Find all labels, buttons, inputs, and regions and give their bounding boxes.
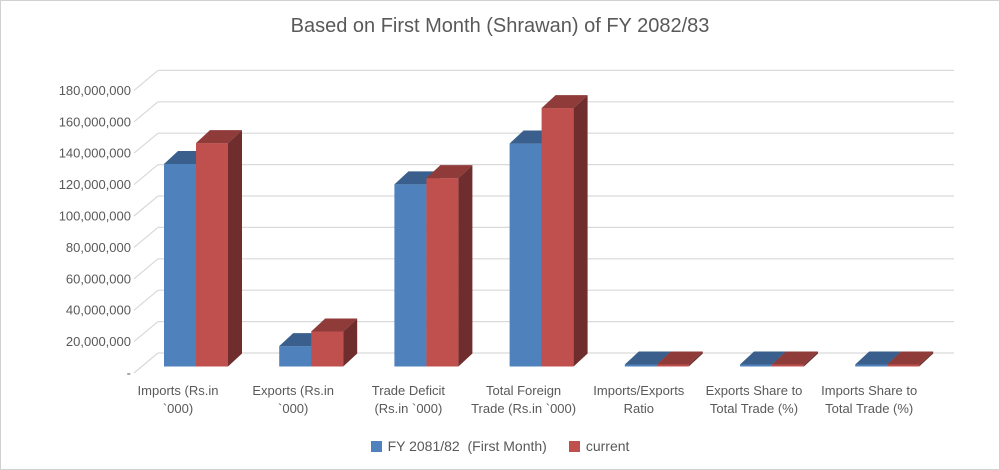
legend-label-current: current <box>585 438 630 454</box>
y-axis-label: 120,000,000 <box>59 177 131 192</box>
category-label: Exports Share to <box>706 383 803 398</box>
y-axis-label: 20,000,000 <box>66 334 131 349</box>
y-tick-diagonal-icon <box>133 164 159 186</box>
category-label: Ratio <box>624 401 654 416</box>
y-axis-label: - <box>127 366 131 381</box>
y-tick-diagonal-icon <box>133 69 159 91</box>
category-label: Exports (Rs.in <box>252 383 334 398</box>
legend-label-fy-2081-82: FY 2081/82 (First Month) <box>387 438 547 454</box>
category-label: Imports (Rs.in <box>138 383 219 398</box>
category-label: `000) <box>278 401 308 416</box>
category-label: Imports/Exports <box>593 383 685 398</box>
y-axis-label: 40,000,000 <box>66 303 131 318</box>
y-axis-label: 100,000,000 <box>59 209 131 224</box>
bar-series1-cat6 <box>887 351 934 367</box>
bar-series1-cat2 <box>426 165 473 367</box>
category-label: Total Trade (%) <box>825 401 913 416</box>
legend-item-current: current <box>568 438 630 454</box>
y-tick-diagonal-icon <box>133 258 159 280</box>
bar-series1-cat1 <box>311 318 358 367</box>
legend-item-fy-2081-82: FY 2081/82 (First Month) <box>370 438 547 454</box>
y-tick-diagonal-icon <box>133 352 159 374</box>
y-axis-label: 60,000,000 <box>66 271 131 286</box>
category-label: Imports Share to <box>821 383 917 398</box>
category-label: Total Trade (%) <box>710 401 798 416</box>
category-label: Trade Deficit <box>372 383 446 398</box>
bar-series1-cat4 <box>656 351 703 367</box>
y-axis-label: 80,000,000 <box>66 240 131 255</box>
y-tick-diagonal-icon <box>133 226 159 248</box>
y-axis-label: 180,000,000 <box>59 83 131 98</box>
y-tick-diagonal-icon <box>133 132 159 154</box>
category-label: `000) <box>163 401 193 416</box>
y-axis-label: 140,000,000 <box>59 146 131 161</box>
category-label: Trade (Rs.in `000) <box>471 401 576 416</box>
category-label: Total Foreign <box>486 383 561 398</box>
bar-series1-cat5 <box>772 351 818 367</box>
y-tick-diagonal-icon <box>133 195 159 217</box>
chart-title: Based on First Month (Shrawan) of FY 208… <box>290 15 710 37</box>
category-label: (Rs.in `000) <box>374 401 442 416</box>
y-tick-diagonal-icon <box>133 321 159 343</box>
y-tick-diagonal-icon <box>133 289 159 311</box>
legend-swatch-red-icon <box>568 440 580 452</box>
y-axis-label: 160,000,000 <box>59 114 131 129</box>
bar-series1-cat0 <box>196 130 242 367</box>
y-tick-diagonal-icon <box>133 101 159 123</box>
bar-series1-cat3 <box>541 95 588 367</box>
legend: FY 2081/82 (First Month) current <box>1 438 999 454</box>
legend-swatch-blue-icon <box>370 440 382 452</box>
